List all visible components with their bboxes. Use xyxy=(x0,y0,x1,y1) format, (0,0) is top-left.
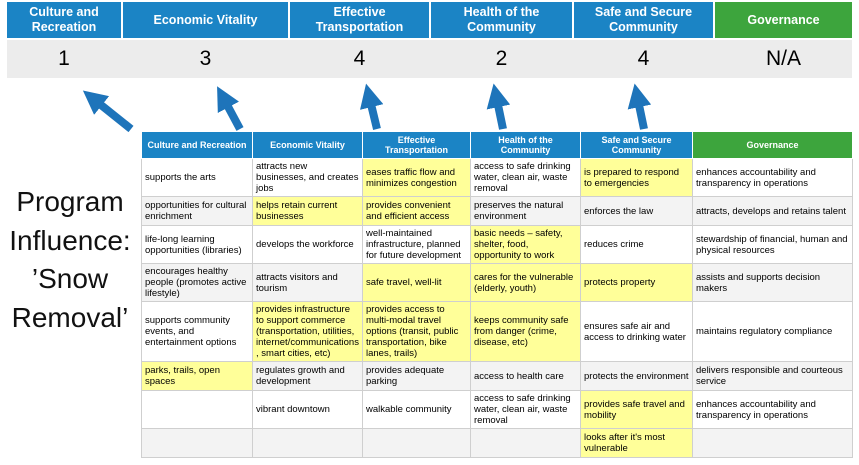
matrix-cell: life-long learning opportunities (librar… xyxy=(141,225,253,265)
influence-matrix: Culture and Recreation Economic Vitality E… xyxy=(141,131,853,459)
matrix-cell: vibrant downtown xyxy=(252,390,363,430)
arrow-up-icon xyxy=(627,83,652,130)
matrix-cell: reduces crime xyxy=(580,225,693,265)
matrix-cell xyxy=(141,390,253,430)
matrix-row: parks, trails, open spaces regulates grow… xyxy=(141,361,853,392)
matrix-cell-highlighted: provides convenient and efficient access xyxy=(362,196,471,227)
score-row: 1 3 4 2 4 N/A xyxy=(7,40,852,78)
score-value: 2 xyxy=(495,47,508,70)
matrix-cell: regulates growth and development xyxy=(252,361,363,392)
matrix-cell: enhances accountability and transparency… xyxy=(692,157,853,198)
score-value: 1 xyxy=(58,47,70,70)
matrix-header-cell: Safe and Secure Community xyxy=(580,131,693,159)
matrix-cell: stewardship of financial, human and phys… xyxy=(692,225,853,265)
matrix-cell: walkable community xyxy=(362,390,471,430)
matrix-cell-highlighted: basic needs – safety, shelter, food, opp… xyxy=(470,225,581,265)
score-value: 4 xyxy=(353,47,366,70)
arrow-up-icon xyxy=(82,90,134,133)
matrix-cell-highlighted: provides access to multi-modal travel op… xyxy=(362,301,471,363)
matrix-cell: access to safe drinking water, clean air… xyxy=(470,157,581,198)
arrow-up-icon xyxy=(486,83,511,130)
arrow-up-icon xyxy=(217,86,244,131)
matrix-cell: assists and supports decision makers xyxy=(692,263,853,303)
matrix-cell: preserves the natural environment xyxy=(470,196,581,227)
matrix-body: supports the arts attracts new businesses… xyxy=(141,157,853,459)
matrix-cell: opportunities for cultural enrichment xyxy=(141,196,253,227)
matrix-cell: well-maintained infrastructure, planned … xyxy=(362,225,471,265)
matrix-cell xyxy=(141,428,253,459)
matrix-row: opportunities for cultural enrichment hel… xyxy=(141,196,853,227)
matrix-cell: attracts, develops and retains talent xyxy=(692,196,853,227)
matrix-cell: develops the workforce xyxy=(252,225,363,265)
matrix-cell: supports community events, and entertain… xyxy=(141,301,253,363)
matrix-cell-highlighted: parks, trails, open spaces xyxy=(141,361,253,392)
matrix-header: Culture and Recreation Economic Vitality E… xyxy=(141,131,853,159)
matrix-cell xyxy=(362,428,471,459)
matrix-cell: encourages healthy people (promotes acti… xyxy=(141,263,253,303)
matrix-cell-highlighted: looks after it's most vulnerable xyxy=(580,428,693,459)
score-value: 4 xyxy=(637,47,650,70)
matrix-cell-highlighted: helps retain current businesses xyxy=(252,196,363,227)
matrix-header-cell: Economic Vitality xyxy=(252,131,363,159)
score-value: 3 xyxy=(199,47,212,70)
matrix-row: supports the arts attracts new businesses… xyxy=(141,157,853,198)
matrix-cell xyxy=(252,428,363,459)
matrix-cell: enhances accountability and transparency… xyxy=(692,390,853,430)
matrix-cell-highlighted: eases traffic flow and minimizes congest… xyxy=(362,157,471,198)
matrix-row: vibrant downtown walkable community access… xyxy=(141,390,853,430)
matrix-cell: enforces the law xyxy=(580,196,693,227)
matrix-row: life-long learning opportunities (librar… xyxy=(141,225,853,265)
matrix-cell: attracts visitors and tourism xyxy=(252,263,363,303)
goal-header-cell: Health of the Community xyxy=(431,2,572,38)
goal-header-cell: Culture and Recreation xyxy=(7,2,121,38)
matrix-header-cell: Governance xyxy=(692,131,853,159)
matrix-cell: attracts new businesses, and creates job… xyxy=(252,157,363,198)
matrix-header-cell: Effective Transportation xyxy=(362,131,471,159)
matrix-cell-highlighted: provides safe travel and mobility xyxy=(580,390,693,430)
matrix-header-row: Culture and Recreation Economic Vitality E… xyxy=(141,131,853,159)
matrix-row: encourages healthy people (promotes acti… xyxy=(141,263,853,303)
goal-header-cell: Economic Vitality xyxy=(123,2,288,38)
goal-banner: Culture and Recreation Economic Vitality E… xyxy=(7,2,852,38)
score-arrows xyxy=(82,83,652,133)
matrix-row: supports community events, and entertain… xyxy=(141,301,853,363)
matrix-cell: supports the arts xyxy=(141,157,253,198)
matrix-header-cell: Health of the Community xyxy=(470,131,581,159)
matrix-row: looks after it's most vulnerable xyxy=(141,428,853,459)
goal-header-cell: Safe and Secure Community xyxy=(574,2,713,38)
matrix-cell: access to health care xyxy=(470,361,581,392)
matrix-cell: ensures safe air and access to drinking … xyxy=(580,301,693,363)
matrix-cell-highlighted: provides infrastructure to support comme… xyxy=(252,301,363,363)
score-value: N/A xyxy=(765,47,801,70)
matrix-cell-highlighted: cares for the vulnerable (elderly, youth… xyxy=(470,263,581,303)
matrix-cell xyxy=(470,428,581,459)
matrix-cell: maintains regulatory compliance xyxy=(692,301,853,363)
page-title: Program Influence: ’Snow Removal’ xyxy=(9,186,131,333)
arrow-up-icon xyxy=(360,83,384,130)
matrix-cell-highlighted: safe travel, well-lit xyxy=(362,263,471,303)
goal-header-cell: Governance xyxy=(715,2,852,38)
matrix-cell: provides adequate parking xyxy=(362,361,471,392)
goal-header-cell: Effective Transportation xyxy=(290,2,429,38)
matrix-cell-highlighted: keeps community safe from danger (crime,… xyxy=(470,301,581,363)
matrix-cell: delivers responsible and courteous servi… xyxy=(692,361,853,392)
matrix-header-cell: Culture and Recreation xyxy=(141,131,253,159)
matrix-cell-highlighted: is prepared to respond to emergencies xyxy=(580,157,693,198)
matrix-cell-highlighted: protects property xyxy=(580,263,693,303)
matrix-cell xyxy=(692,428,853,459)
matrix-cell: access to safe drinking water, clean air… xyxy=(470,390,581,430)
matrix-cell: protects the environment xyxy=(580,361,693,392)
